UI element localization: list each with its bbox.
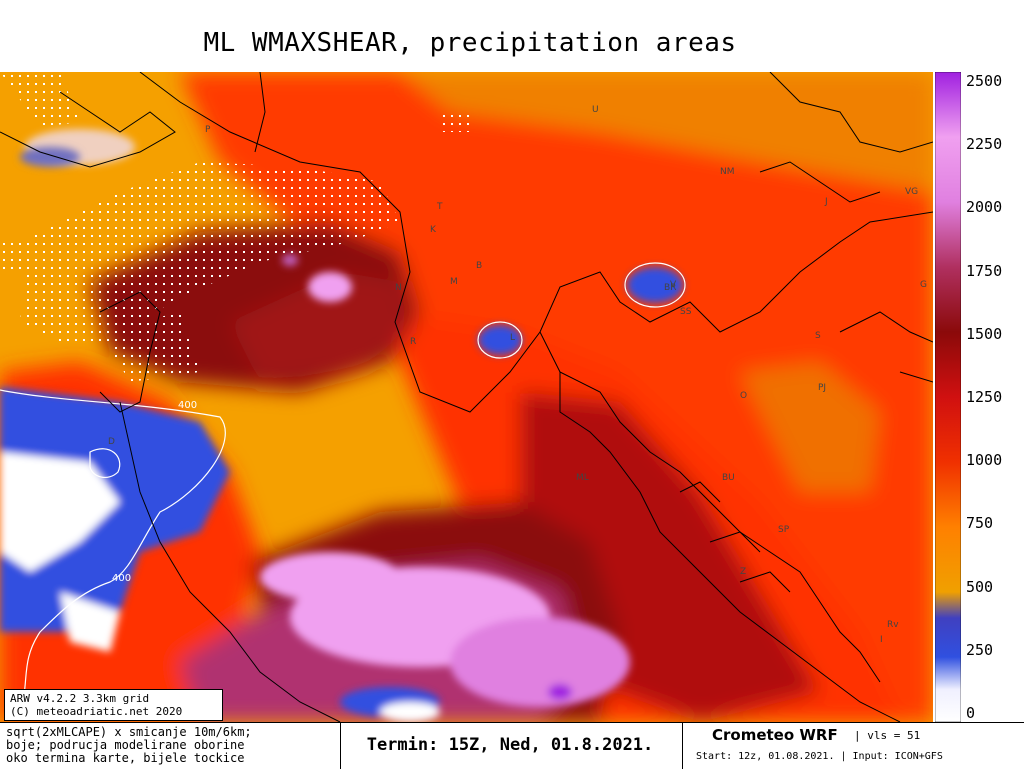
contour-400: [0, 262, 686, 713]
place-label: S: [815, 331, 821, 341]
place-label: SS: [680, 307, 692, 317]
contour-label-2: 400: [112, 573, 131, 584]
low-value-areas: [0, 147, 683, 722]
place-label: SP: [778, 525, 790, 535]
place-label: N: [395, 283, 402, 293]
coastlines-and-borders: [0, 72, 933, 722]
credit-line-2: (C) meteoadriatic.net 2020: [10, 705, 183, 718]
colorbar-label: 500: [966, 578, 994, 596]
contour-label-1: 400: [178, 400, 197, 411]
place-label: I: [880, 635, 883, 645]
run-start-info: Start: 12z, 01.08.2021. | Input: ICON+GF…: [696, 751, 943, 762]
place-label: L: [510, 333, 515, 343]
description-line-1: sqrt(2xMLCAPE) x smicanje 10m/6km;: [6, 725, 252, 739]
place-label: R: [410, 337, 416, 347]
colorbar-label: 750: [966, 514, 994, 532]
place-label: Z: [740, 567, 746, 577]
place-label: BR: [664, 283, 676, 293]
place-label: V: [670, 280, 677, 290]
footer-divider: [682, 723, 683, 769]
place-label: BU: [722, 473, 735, 483]
place-labels: P T K N R M L B U NM J V G S O BR SS ML …: [108, 105, 927, 645]
place-label: D: [108, 437, 115, 447]
colorbar-label: 2500: [966, 72, 1003, 90]
place-label: M: [450, 277, 458, 287]
description-line-3: oko termina karte, bijele tockice: [6, 751, 245, 765]
colorbar-label: 2250: [966, 135, 1003, 153]
map-title: ML WMAXSHEAR, precipitation areas: [203, 28, 737, 58]
forecast-time: Termin: 15Z, Ned, 01.8.2021.: [366, 735, 654, 755]
colorbar-label: 250: [966, 641, 994, 659]
weather-map: 400 400 P T K N R M L B U NM J V G S O B…: [0, 72, 933, 722]
footer: sqrt(2xMLCAPE) x smicanje 10m/6km; boje;…: [0, 722, 1024, 769]
place-label: O: [740, 391, 747, 401]
field-description: sqrt(2xMLCAPE) x smicanje 10m/6km; boje;…: [6, 726, 338, 765]
description-line-2: boje; podrucja modelirane oborine: [6, 738, 245, 752]
colorbar-label: 2000: [966, 198, 1003, 216]
place-label: NM: [720, 167, 735, 177]
colorbar-label: 0: [966, 704, 976, 722]
place-label: G: [920, 280, 927, 290]
place-label: VG: [905, 187, 918, 197]
colorbar-label: 1750: [966, 262, 1003, 280]
colorbar-label: 1000: [966, 451, 1003, 469]
place-label: U: [592, 105, 599, 115]
precipitation-dots: [0, 72, 470, 382]
credit-line-1: ARW v4.2.2 3.3km grid: [10, 692, 150, 705]
place-label: B: [476, 261, 482, 271]
colorbar-label: 1500: [966, 325, 1003, 343]
colorbar: [935, 72, 961, 722]
place-label: T: [436, 202, 443, 212]
footer-divider: [340, 723, 341, 769]
place-label: J: [824, 197, 828, 207]
credit-box: ARW v4.2.2 3.3km grid (C) meteoadriatic.…: [4, 689, 223, 721]
place-label: Rv: [887, 620, 899, 630]
colorbar-label: 1250: [966, 388, 1003, 406]
vertical-levels: | vls = 51: [854, 729, 921, 742]
place-label: P: [205, 125, 211, 135]
place-label: ML: [576, 473, 589, 483]
place-label: PJ: [818, 383, 826, 393]
model-name: Crometeo WRF: [712, 726, 838, 744]
place-label: K: [430, 225, 437, 235]
